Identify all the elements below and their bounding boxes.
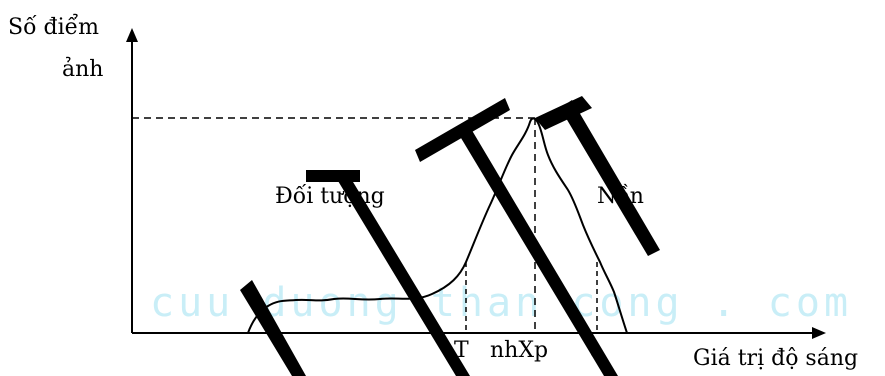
tick-label-T: T xyxy=(454,338,469,363)
watermark-logo-stroke-7 xyxy=(560,100,660,256)
x-axis-arrow-icon xyxy=(812,327,826,339)
watermark-logo-stroke-3 xyxy=(335,172,470,376)
histogram-curve xyxy=(247,117,628,334)
y-axis-label-line1: Số điểm xyxy=(8,12,99,40)
y-axis-arrow-icon xyxy=(126,28,138,42)
region-label-object: Đối tượng xyxy=(275,183,385,209)
watermark-logo-stroke-1 xyxy=(240,280,306,376)
tick-label-peak: nhXp xyxy=(490,338,548,363)
watermark-logo xyxy=(240,96,660,376)
tick-label-a: a xyxy=(590,338,603,363)
y-axis-label-line2: ảnh xyxy=(62,56,103,82)
x-axis-label: Giá trị độ sáng xyxy=(693,346,858,371)
region-label-background: Nền xyxy=(597,183,644,209)
watermark-logo-stroke-5 xyxy=(455,122,618,376)
